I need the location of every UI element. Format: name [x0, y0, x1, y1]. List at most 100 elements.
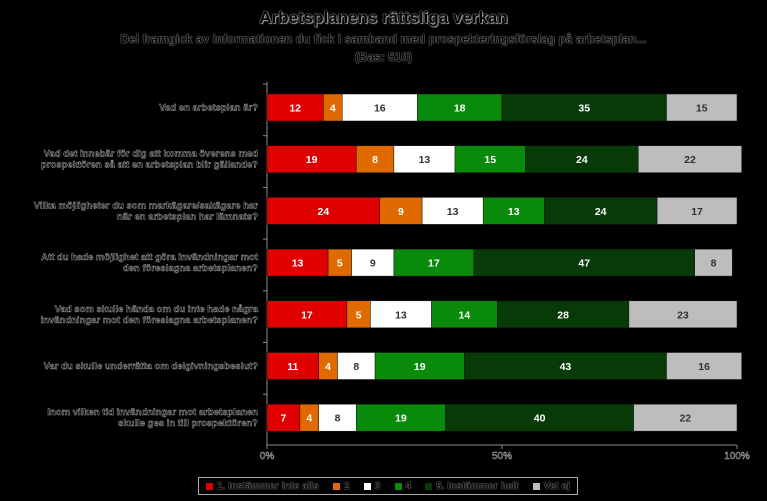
legend-label: 2 — [344, 480, 350, 492]
legend-label: 3 — [374, 480, 381, 492]
stacked-bar-chart: 0% 50% 100% Vad en arbetsplan är? 12 4 16 18 35 1… — [34, 82, 750, 462]
bar-segment — [473, 248, 695, 277]
bar-segment — [374, 352, 465, 380]
bar-segment — [393, 145, 456, 173]
data-label: 13 — [419, 154, 431, 166]
bar-segment — [417, 93, 503, 122]
bar-segment — [351, 248, 395, 277]
data-label: 22 — [679, 413, 691, 425]
data-label: 13 — [508, 206, 520, 218]
category-label: Var du skulle underrätta om delgivningsb… — [44, 361, 259, 372]
legend-swatch — [425, 482, 433, 490]
category-label: Vad det innebär för dig att komma överen… — [41, 149, 258, 171]
data-label: 7 — [281, 413, 287, 425]
bar-segment — [379, 197, 423, 225]
data-label: 47 — [578, 258, 590, 270]
bar-segment — [266, 197, 381, 225]
bar-segment — [633, 403, 738, 432]
legend-swatch — [363, 482, 371, 490]
legend-item: 1. Instämmer inte alls — [206, 481, 319, 492]
data-label: 9 — [370, 258, 376, 270]
category-label: Att du hade möjlighet att göra invändnin… — [41, 252, 259, 274]
data-label: 40 — [534, 413, 546, 425]
data-label: 4 — [306, 413, 312, 425]
data-label: 12 — [289, 103, 301, 115]
bar-segment — [266, 93, 324, 122]
data-label: 22 — [684, 154, 696, 166]
data-label: 24 — [595, 206, 607, 218]
data-label: 9 — [398, 206, 404, 218]
bar-segment — [266, 300, 348, 329]
chart-legend: 1. Instämmer inte alls 2 3 4 5. Instämmer he… — [198, 477, 578, 495]
data-label: 16 — [374, 103, 386, 115]
bar-segment — [656, 197, 738, 225]
legend-item: Vet ej — [532, 480, 570, 492]
data-label: 23 — [677, 309, 689, 321]
bar-segment — [454, 145, 526, 173]
data-label: 17 — [301, 309, 313, 321]
chart-title: Arbetsplanens rättsliga verkan — [259, 8, 508, 27]
bar-segment — [266, 403, 301, 432]
bar-segment — [638, 145, 742, 173]
legend-label: Vet ej — [543, 480, 570, 492]
data-label: 24 — [318, 206, 330, 218]
data-label: 19 — [395, 413, 407, 425]
legend-label: 1. Instämmer inte alls — [217, 480, 319, 492]
bar-segment — [266, 352, 319, 380]
bar-segment — [666, 352, 742, 380]
data-label: 8 — [335, 413, 341, 425]
data-label: 28 — [557, 309, 569, 321]
bar-segment — [544, 197, 658, 225]
data-label: 35 — [578, 103, 590, 115]
x-tick-label: 100% — [724, 451, 750, 462]
bar-segment — [266, 145, 357, 173]
data-label: 43 — [560, 361, 572, 373]
data-label: 15 — [484, 154, 496, 166]
category-label: Inom vilken tid invändningar mot arbetsp… — [47, 407, 258, 429]
category-label: Vilka möjligheter du som markägare/sakäg… — [34, 200, 259, 222]
data-label: 16 — [698, 361, 710, 373]
data-label: 5 — [337, 258, 343, 270]
bar-segment — [694, 248, 733, 277]
data-label: 13 — [395, 309, 407, 321]
bar-segment — [370, 300, 432, 329]
chart-base-note: (Bas: 510) — [354, 50, 413, 64]
data-label: 11 — [287, 361, 298, 373]
legend-item: 2 — [333, 481, 350, 492]
bar-segment — [666, 93, 738, 122]
x-tick-label: 0% — [260, 451, 275, 462]
legend-item: 5. Instämmer helt — [425, 481, 519, 492]
bar-segment — [266, 248, 329, 277]
legend-label: 4 — [405, 480, 412, 492]
bar-segment — [497, 300, 630, 329]
x-tick-label: 50% — [492, 451, 512, 462]
bar-segment — [356, 145, 395, 173]
data-label: 4 — [330, 103, 336, 115]
bar-segment — [628, 300, 738, 329]
legend-swatch — [333, 482, 340, 490]
data-label: 14 — [459, 309, 471, 321]
data-label: 19 — [414, 361, 426, 373]
legend-swatch — [206, 482, 214, 490]
bar-segment — [337, 352, 376, 380]
bar-segment — [356, 403, 446, 432]
data-label: 4 — [325, 361, 331, 373]
category-label: Vad som skulle hända om du inte hade någ… — [41, 304, 259, 326]
data-label: 13 — [447, 206, 459, 218]
data-label: 8 — [711, 258, 717, 270]
data-label: 17 — [428, 258, 440, 270]
legend-item: 4 — [394, 480, 412, 492]
bar-segment — [482, 197, 545, 225]
data-label: 24 — [576, 154, 588, 166]
data-label: 18 — [454, 103, 466, 115]
bar-segment — [421, 197, 484, 225]
category-label: Vad en arbetsplan är? — [159, 103, 258, 114]
data-label: 15 — [696, 103, 708, 115]
data-label: 8 — [353, 361, 359, 373]
chart-subtitle: Del framgick av informationen du fick i … — [120, 32, 647, 46]
legend-item: 3 — [363, 480, 381, 492]
data-label: 8 — [372, 154, 378, 166]
bar-segment — [318, 403, 357, 432]
legend-swatch — [532, 482, 540, 490]
data-label: 17 — [691, 206, 703, 218]
